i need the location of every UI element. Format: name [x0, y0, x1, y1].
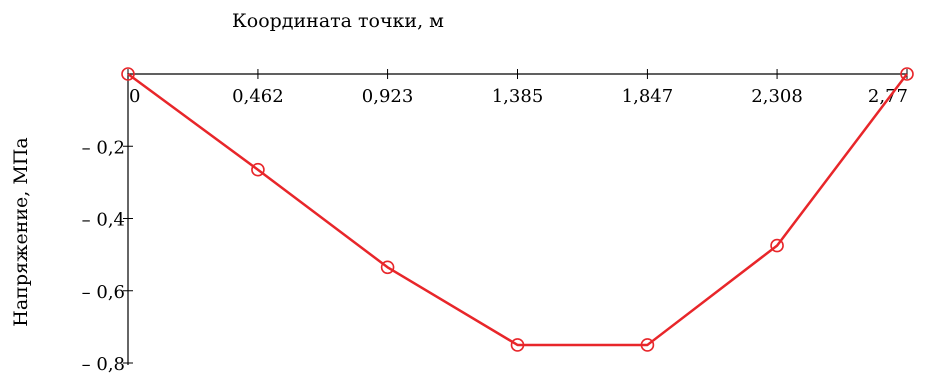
data-point	[770, 238, 784, 253]
y-tick-label: – 0,4	[82, 210, 125, 231]
y-tick-label: – 0,8	[82, 354, 125, 375]
data-point	[640, 338, 655, 352]
axes: 0 0,462 0,923 1,385 1,847 2,308 2,77 – 0,2 – 0,4…	[82, 69, 908, 375]
y-axis-title: Напряжение, МПа	[10, 137, 32, 326]
data-point	[510, 338, 525, 352]
series-layer	[121, 67, 914, 352]
data-point	[251, 162, 265, 177]
y-tick-label: – 0,6	[82, 282, 125, 303]
data-point	[380, 260, 395, 275]
x-tick-label: 1,385	[492, 86, 544, 107]
x-tick-label: 2,77	[868, 86, 908, 107]
x-tick-label: 0,462	[232, 86, 284, 107]
x-tick-label: 2,308	[751, 86, 803, 107]
x-tick-label: 1,847	[622, 86, 674, 107]
y-tick-label: – 0,2	[82, 137, 125, 158]
x-axis-title: Координата точки, м	[232, 10, 444, 32]
x-tick-label: 0,923	[362, 86, 414, 107]
x-tick-label: 0	[129, 86, 140, 107]
series-line	[127, 72, 908, 347]
data-point	[900, 67, 914, 81]
data-point	[121, 67, 135, 81]
